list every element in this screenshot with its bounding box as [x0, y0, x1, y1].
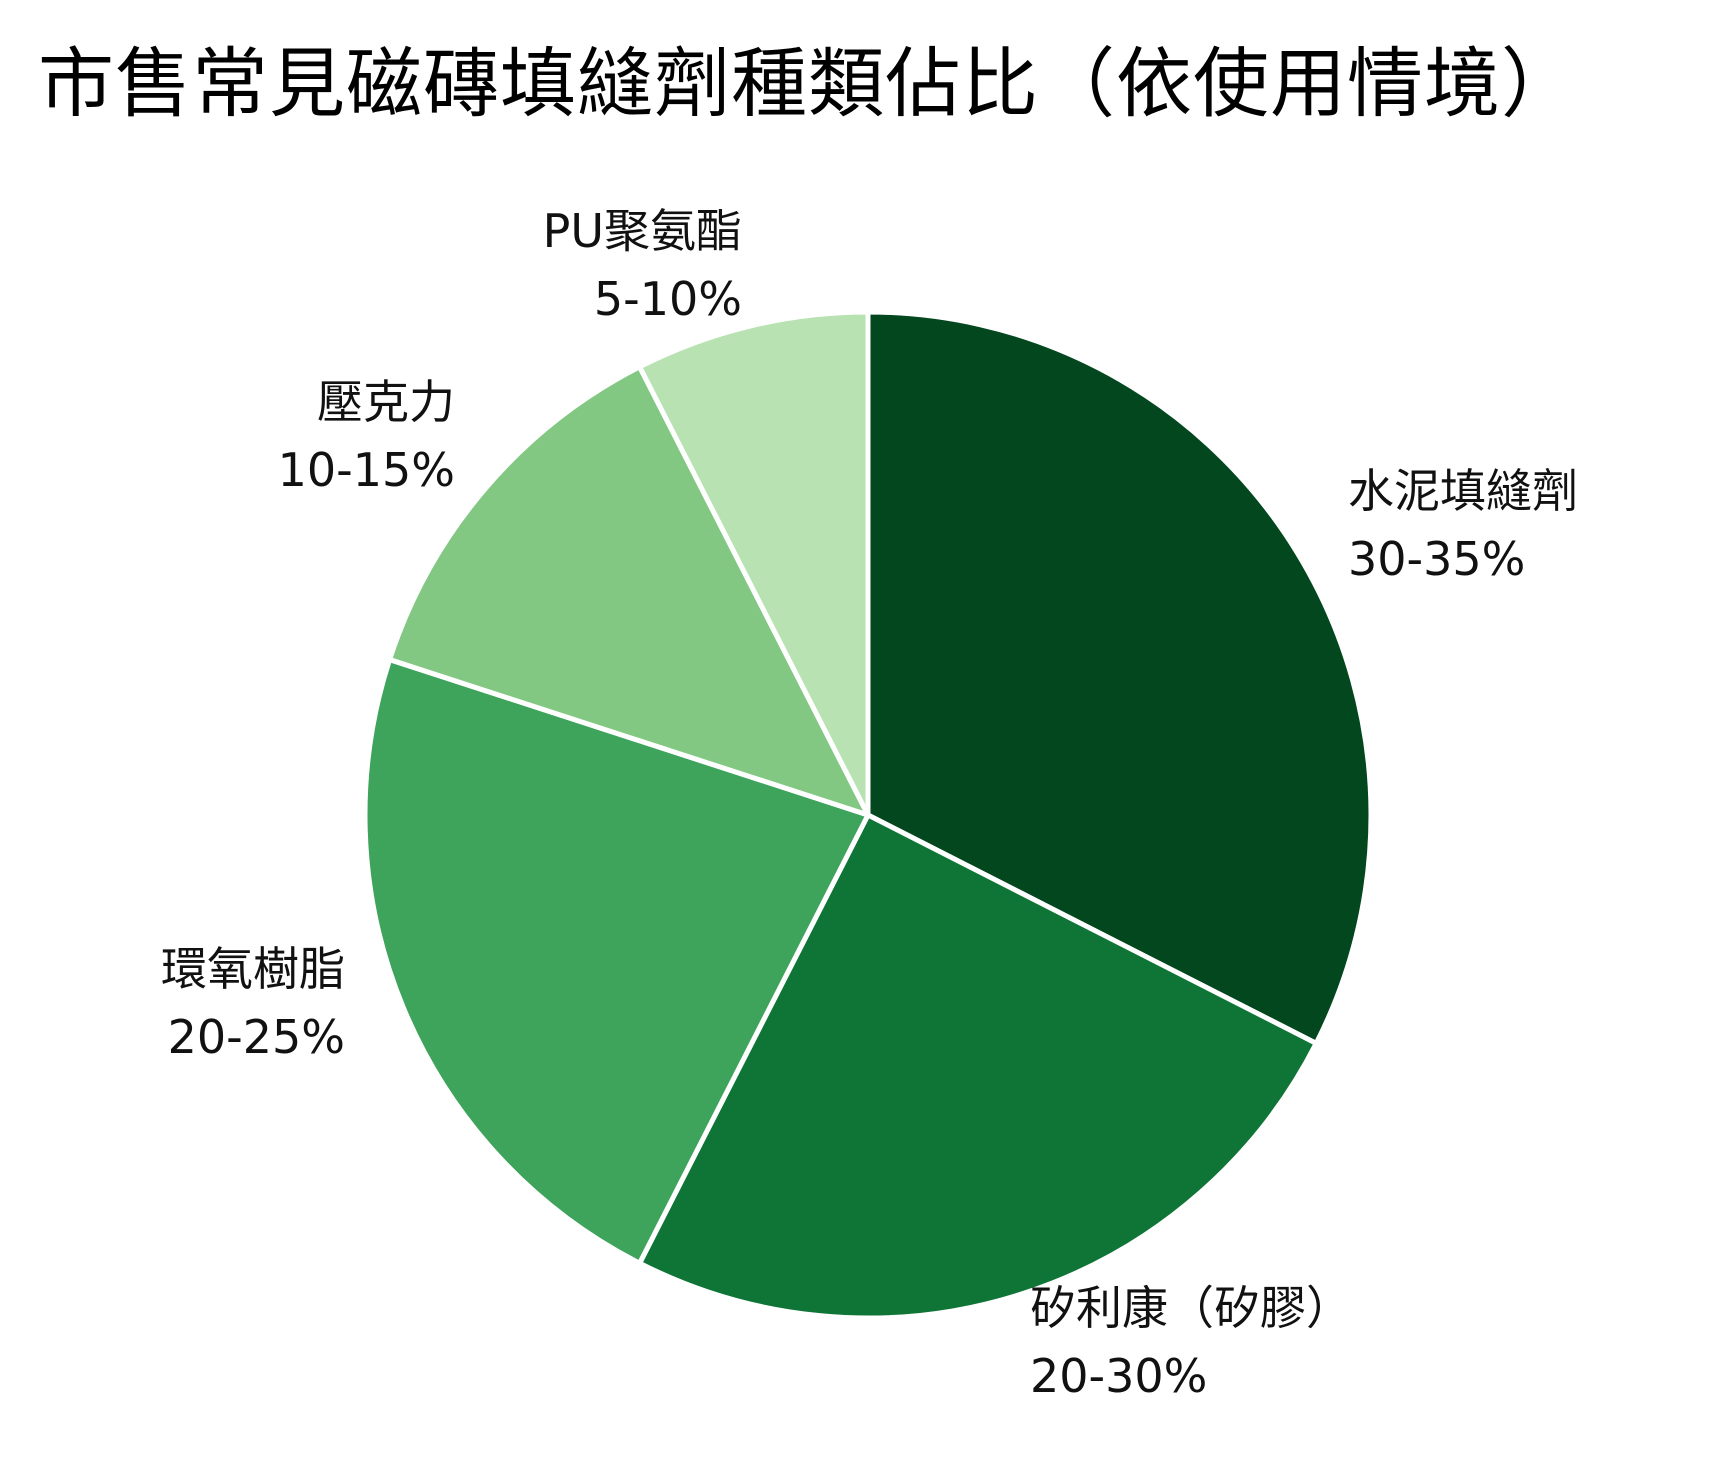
chart-title: 市售常見磁磚填縫劑種類佔比（依使用情境）: [38, 39, 1578, 128]
pie-slice: [865, 309, 1374, 1046]
pie-slice: [637, 309, 871, 818]
slice-name-label: 矽利康（矽膠）: [1030, 1281, 1352, 1335]
slice-range-label: 30-35%: [1348, 532, 1525, 586]
pie-slices: [362, 309, 1374, 1321]
slice-name-label: 水泥填縫劑: [1348, 464, 1578, 518]
slice-range-label: 20-30%: [1030, 1349, 1207, 1403]
slice-name-label: PU聚氨酯: [543, 204, 742, 258]
slice-range-label: 5-10%: [594, 272, 742, 326]
pie-slice: [387, 364, 871, 818]
slice-labels: 水泥填縫劑 30-35% 矽利康（矽膠） 20-30% 環氧樹脂 20-25% 壓克力 10-…: [161, 204, 1578, 1403]
slice-range-label: 20-25%: [168, 1010, 345, 1064]
slice-name-label: 環氧樹脂: [161, 942, 345, 996]
slice-name-label: 壓克力: [317, 375, 455, 429]
pie-slice: [362, 657, 871, 1266]
slice-range-label: 10-15%: [278, 443, 455, 497]
pie-slice: [637, 812, 1319, 1321]
